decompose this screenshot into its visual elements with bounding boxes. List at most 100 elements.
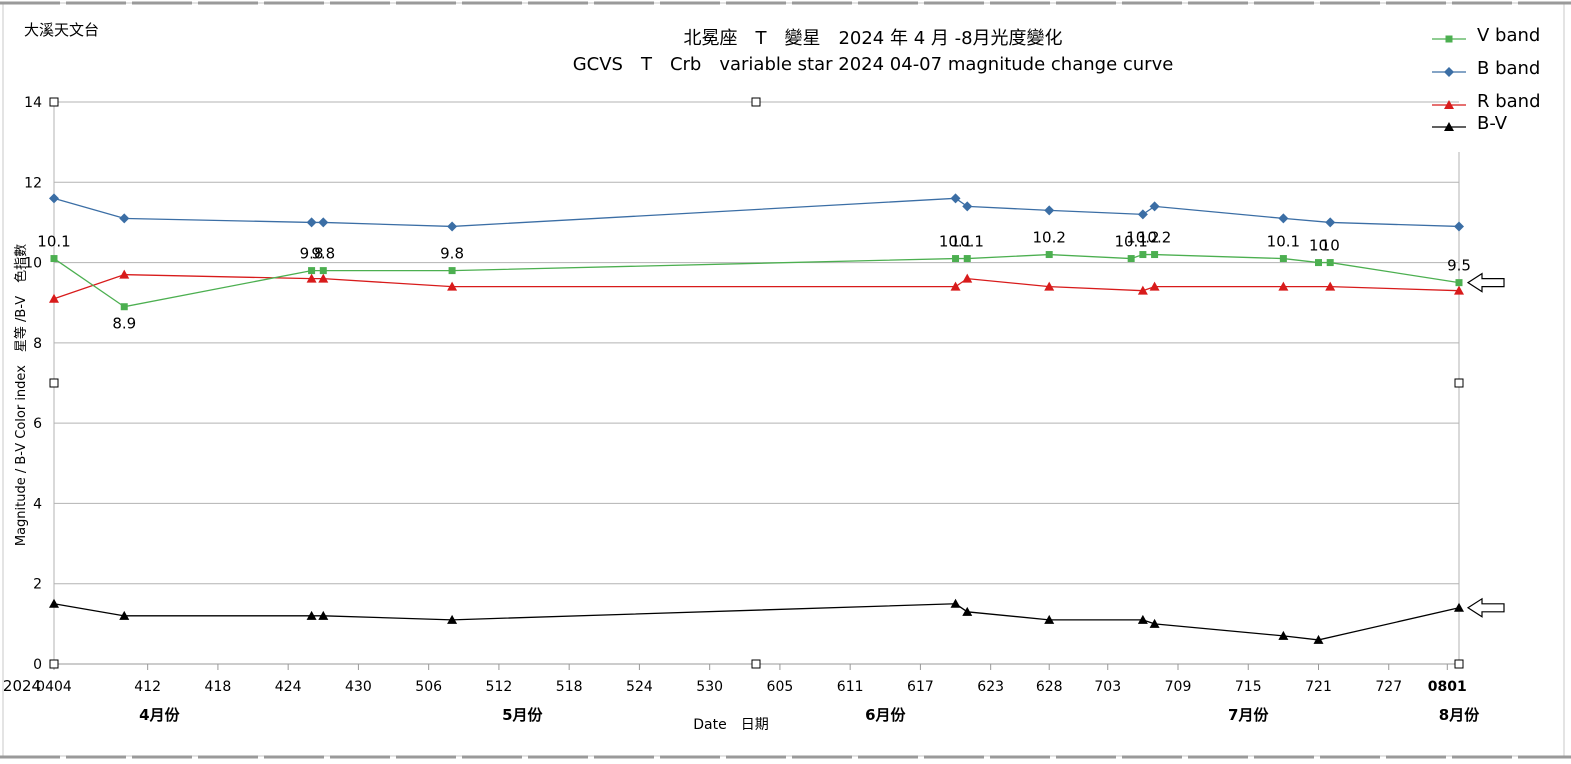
x-tick-label: 0404 — [36, 679, 72, 695]
chart-title: 北冕座 T 變星 2024 年 4 月 -8月光度變化 — [683, 28, 1062, 49]
v-band-data-label: 10.1 — [1267, 233, 1300, 251]
month-label: 5月份 — [502, 706, 543, 724]
selection-handle[interactable] — [49, 97, 59, 107]
v-band-point — [1139, 251, 1147, 259]
legend-v-band-label: V band — [1477, 25, 1540, 46]
b-v-line — [53, 603, 1460, 641]
x-tick-label: 0801 — [1428, 679, 1467, 695]
v-band-data-label: 10.1 — [939, 233, 972, 251]
b-v-point — [1137, 614, 1148, 624]
selection-handle[interactable] — [1454, 378, 1464, 388]
v-band-point — [1455, 279, 1463, 287]
pointer-arrow-icon — [1466, 272, 1505, 293]
v-band-point — [963, 255, 971, 263]
y-tick-label: 12 — [24, 175, 42, 191]
v-band-point — [1279, 255, 1287, 263]
v-band-point — [1045, 251, 1053, 259]
y-tick-label: 0 — [33, 657, 42, 673]
y-tick-label: 2 — [33, 577, 42, 593]
month-label: 6月份 — [865, 706, 906, 724]
pointer-arrow-icon — [1466, 597, 1505, 618]
x-tick-label: 524 — [626, 679, 653, 695]
r-band-point — [1149, 281, 1160, 291]
y-tick-label: 6 — [33, 416, 42, 432]
selection-handle[interactable] — [751, 659, 761, 669]
y-tick-label: 14 — [24, 95, 42, 111]
selection-handle[interactable] — [49, 659, 59, 669]
x-tick-label: 709 — [1165, 679, 1192, 695]
b-band-point — [318, 217, 329, 228]
b-band-line — [53, 197, 1460, 228]
v-band-point — [50, 255, 58, 263]
b-v-point — [318, 610, 329, 620]
x-tick-label: 424 — [275, 679, 302, 695]
v-band-point — [952, 255, 960, 263]
legend-r-band-marker — [1444, 100, 1454, 109]
y-tick-label: 8 — [33, 336, 42, 352]
v-band-data-label: 9.8 — [311, 245, 335, 263]
v-band-data-label: 10.2 — [1138, 229, 1171, 247]
v-band-data-label: 10.1 — [951, 233, 984, 251]
v-band-point — [1315, 259, 1322, 267]
r-band-point — [306, 273, 317, 283]
x-tick-label: 715 — [1235, 679, 1262, 695]
r-band-point — [447, 281, 458, 291]
r-band-point — [318, 273, 329, 283]
v-band-point — [120, 303, 128, 311]
x-axis-title: Date 日期 — [693, 717, 768, 733]
b-band-point — [950, 193, 961, 204]
x-tick-label: 703 — [1094, 679, 1121, 695]
r-band-point — [1454, 285, 1464, 295]
x-tick-label: 512 — [486, 679, 513, 695]
r-band-point — [950, 281, 961, 291]
x-tick-label: 611 — [837, 679, 864, 695]
v-band-data-label: 9.8 — [440, 245, 464, 263]
r-band-point — [962, 273, 973, 283]
selection-handle[interactable] — [751, 97, 761, 107]
r-band-point — [1278, 281, 1289, 291]
x-tick-label: 506 — [415, 679, 442, 695]
x-tick-label: 617 — [907, 679, 934, 695]
v-band-point — [319, 267, 327, 275]
v-band-data-label: 10 — [1321, 237, 1340, 255]
month-label: 8月份 — [1439, 706, 1480, 724]
b-band-point — [1137, 209, 1148, 220]
x-axis-year-label: 2024 — [3, 677, 41, 695]
y-tick-label: 10 — [24, 256, 42, 272]
b-v-point — [1454, 602, 1464, 612]
selection-handle[interactable] — [49, 378, 59, 388]
v-band-data-label: 10 — [1309, 237, 1328, 255]
selection-handles[interactable] — [49, 97, 1464, 669]
v-band-data-label: 9.8 — [300, 245, 324, 263]
b-v-point — [1044, 614, 1055, 624]
v-band-point — [308, 267, 316, 275]
data-labels: 10.18.99.89.8 9.810.110.1 10.2 10.110.210.2… — [37, 229, 1471, 333]
b-band-point — [1278, 213, 1289, 224]
r-band-point — [119, 269, 130, 279]
x-tick-label: 518 — [556, 679, 583, 695]
y-tick-label: 4 — [33, 496, 42, 512]
legend-b-v-label: B-V — [1477, 113, 1508, 134]
b-band-point — [49, 193, 59, 204]
b-v-point — [950, 598, 961, 608]
b-band-point — [1325, 217, 1336, 228]
v-band-data-label: 10.1 — [37, 233, 70, 251]
b-band-point — [119, 213, 130, 224]
r-band-point — [49, 293, 59, 303]
b-v-point — [962, 606, 973, 616]
x-tick-label: 721 — [1305, 679, 1332, 695]
r-band-point — [1044, 281, 1055, 291]
selection-handle[interactable] — [1454, 659, 1464, 669]
axes: 0 2 4 6 8 10 12 14 0404 412 418 424 430 506 512 518 524 5… — [24, 95, 1480, 724]
legend-b-band-label: B band — [1477, 58, 1540, 79]
v-band-point — [1326, 259, 1334, 267]
y-axis-title: Magnitude / B-V Color index 星等 /B-V 色指數 — [13, 244, 29, 546]
x-tick-label: 412 — [134, 679, 161, 695]
v-band-data-label: 9.5 — [1447, 257, 1471, 275]
b-band-point — [306, 217, 317, 228]
chart-subtitle: GCVS T Crb variable star 2024 04-07 magn… — [573, 54, 1174, 75]
b-band-point — [1149, 201, 1160, 212]
v-band-data-label: 10.2 — [1033, 229, 1066, 247]
